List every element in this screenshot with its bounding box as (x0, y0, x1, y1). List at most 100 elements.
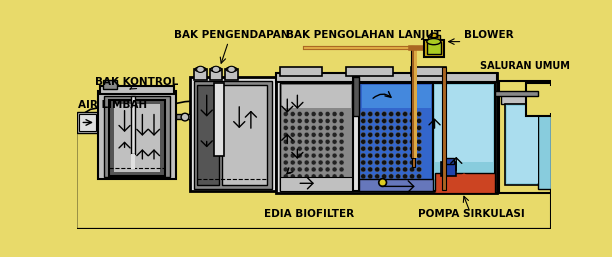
Circle shape (311, 118, 316, 123)
Bar (501, 93, 544, 104)
Circle shape (318, 153, 323, 158)
Circle shape (325, 139, 330, 144)
Circle shape (360, 146, 366, 151)
Circle shape (325, 146, 330, 151)
Bar (280, 83, 353, 191)
Bar (359, 179, 433, 191)
Bar (526, 83, 551, 116)
Circle shape (360, 181, 366, 186)
Circle shape (368, 118, 373, 123)
Circle shape (311, 132, 316, 137)
Circle shape (318, 125, 323, 130)
Circle shape (325, 167, 330, 172)
Bar (176, 114, 190, 120)
Circle shape (304, 146, 309, 151)
Circle shape (290, 118, 295, 123)
Circle shape (375, 125, 379, 130)
Circle shape (297, 153, 302, 158)
Circle shape (368, 139, 373, 144)
Circle shape (304, 132, 309, 137)
Circle shape (290, 125, 295, 130)
Circle shape (332, 118, 337, 123)
Circle shape (409, 153, 414, 158)
Circle shape (290, 153, 295, 158)
Circle shape (290, 112, 295, 116)
Circle shape (389, 181, 394, 186)
Circle shape (409, 174, 414, 179)
Circle shape (375, 146, 379, 151)
Circle shape (290, 181, 295, 186)
Bar (362, 85, 431, 108)
Circle shape (389, 146, 394, 151)
Circle shape (339, 132, 344, 137)
Circle shape (395, 112, 401, 116)
Circle shape (360, 153, 366, 158)
Circle shape (375, 181, 379, 186)
Circle shape (417, 112, 422, 116)
Circle shape (339, 153, 344, 158)
Circle shape (417, 160, 422, 165)
Circle shape (283, 167, 288, 172)
Circle shape (311, 167, 316, 172)
Circle shape (339, 181, 344, 186)
Circle shape (297, 181, 302, 186)
Bar (507, 106, 539, 183)
Text: POMPA SIRKULASI: POMPA SIRKULASI (419, 209, 525, 219)
Circle shape (318, 181, 323, 186)
Circle shape (403, 160, 408, 165)
Circle shape (297, 118, 302, 123)
Circle shape (389, 153, 394, 158)
Circle shape (304, 167, 309, 172)
Circle shape (389, 112, 394, 116)
Bar (214, 83, 224, 156)
Ellipse shape (196, 66, 204, 72)
Circle shape (332, 125, 337, 130)
Circle shape (382, 132, 387, 137)
Circle shape (409, 132, 414, 137)
Circle shape (325, 132, 330, 137)
Circle shape (382, 112, 387, 116)
Circle shape (375, 153, 379, 158)
Circle shape (389, 139, 394, 144)
Circle shape (389, 118, 394, 123)
Circle shape (297, 174, 302, 179)
Circle shape (395, 139, 401, 144)
Circle shape (417, 153, 422, 158)
Bar (280, 177, 353, 191)
Text: SALURAN UMUM: SALURAN UMUM (480, 61, 569, 71)
Bar (353, 77, 359, 116)
Circle shape (311, 153, 316, 158)
Circle shape (409, 118, 414, 123)
Circle shape (332, 146, 337, 151)
Circle shape (304, 118, 309, 123)
Circle shape (297, 167, 302, 172)
Bar (103, 96, 170, 177)
Circle shape (403, 146, 408, 151)
Bar (441, 162, 457, 176)
Circle shape (368, 174, 373, 179)
Bar (411, 46, 414, 158)
Circle shape (403, 153, 408, 158)
Text: BLOWER: BLOWER (464, 30, 513, 40)
Text: BAK KONTROL: BAK KONTROL (95, 77, 179, 87)
Bar (114, 104, 160, 172)
Polygon shape (76, 99, 551, 229)
Circle shape (389, 160, 394, 165)
Circle shape (311, 146, 316, 151)
Circle shape (403, 174, 408, 179)
Text: EDIA BIOFILTER: EDIA BIOFILTER (264, 209, 354, 219)
Circle shape (409, 125, 414, 130)
Circle shape (360, 139, 366, 144)
Bar (131, 154, 135, 169)
Bar (424, 40, 444, 57)
Circle shape (395, 174, 401, 179)
Circle shape (382, 125, 387, 130)
Circle shape (382, 160, 387, 165)
Circle shape (297, 112, 302, 116)
Circle shape (368, 181, 373, 186)
Circle shape (368, 160, 373, 165)
Circle shape (332, 112, 337, 116)
Circle shape (403, 118, 408, 123)
Circle shape (297, 125, 302, 130)
Ellipse shape (211, 67, 222, 72)
